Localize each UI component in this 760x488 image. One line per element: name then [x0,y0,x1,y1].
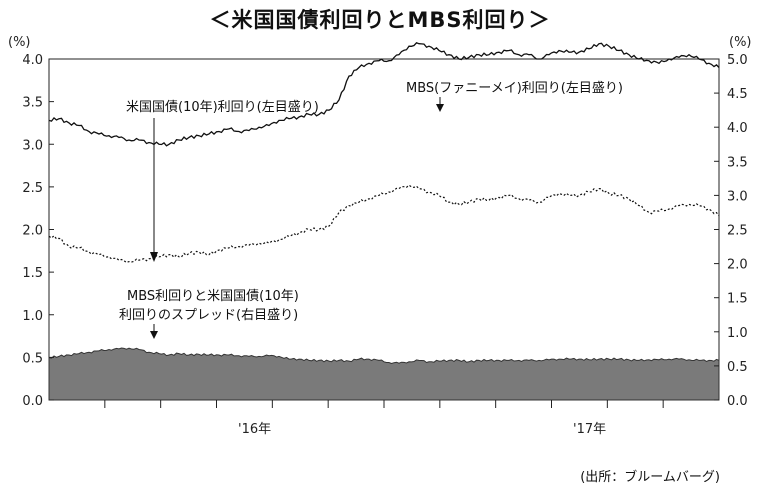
left-tick-label: 2.0 [22,224,43,239]
left-tick-label: 1.5 [22,266,43,281]
spread-annotation-line1: MBS利回りと米国国債(10年) [127,289,299,304]
spread-annotation-line2: 利回りのスプレッド(右目盛り) [119,308,298,323]
right-tick-label: 4.5 [727,87,748,102]
left-tick-label: 0.0 [22,394,43,409]
right-axis-unit: (%) [729,35,752,50]
right-tick-label: 1.0 [727,326,748,341]
left-tick-label: 4.0 [22,53,43,68]
spread-arrowhead [150,331,158,339]
chart-title: ＜米国国債利回りとMBS利回り＞ [209,8,551,32]
right-tick-label: 1.5 [727,292,748,307]
left-tick-label: 1.0 [22,309,43,324]
source-note: (出所：ブルームバーグ) [580,470,720,485]
left-tick-label: 3.5 [22,96,43,111]
left-axis: 4.0 3.5 3.0 2.5 2.0 1.5 1.0 0.5 0.0 [22,53,54,409]
right-axis: 5.0 4.5 4.0 3.5 3.0 2.5 2.0 1.5 1.0 0.5 0.0 [714,53,748,409]
left-axis-unit: (%) [8,35,31,50]
treasury-arrowhead [150,252,158,262]
x-axis [104,400,664,408]
left-tick-label: 3.0 [22,138,43,153]
left-tick-label: 2.5 [22,181,43,196]
mbs-yield-line [48,42,720,147]
left-tick-label: 0.5 [22,351,43,366]
treasury-yield-line [48,184,720,264]
mbs-annotation: MBS(ファニーメイ)利回り(左目盛り) [406,81,623,96]
x-label-2016: '16年 [238,422,271,437]
right-tick-label: 5.0 [727,53,748,68]
right-tick-label: 0.0 [727,394,748,409]
spread-area [48,347,720,401]
mbs-arrowhead [436,104,444,112]
x-label-2017: '17年 [573,422,606,437]
right-tick-label: 2.5 [727,224,748,239]
right-tick-label: 0.5 [727,360,748,375]
right-tick-label: 4.0 [727,121,748,136]
right-tick-label: 3.5 [727,155,748,170]
treasury-annotation: 米国国債(10年)利回り(左目盛り) [126,100,319,115]
right-tick-label: 3.0 [727,189,748,204]
right-tick-label: 2.0 [727,258,748,273]
